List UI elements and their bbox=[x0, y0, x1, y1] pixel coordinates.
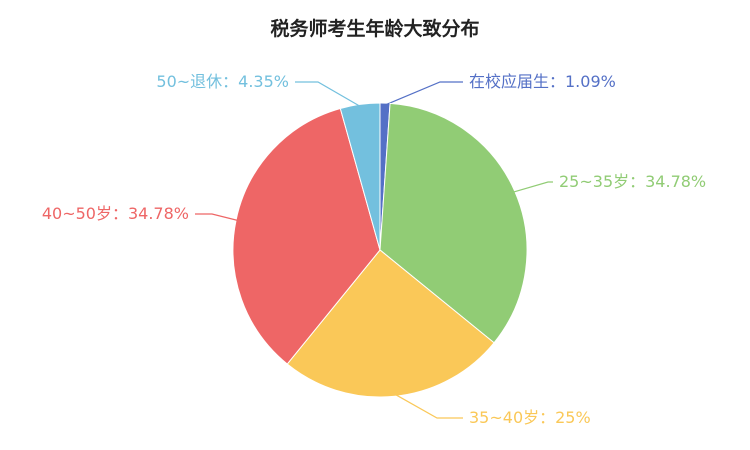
slice-label: 35~40岁：25% bbox=[469, 408, 591, 427]
label-leader-line bbox=[384, 81, 463, 106]
label-leader-line bbox=[295, 81, 361, 107]
label-leader-line bbox=[195, 213, 239, 222]
chart-title: 税务师考生年龄大致分布 bbox=[270, 18, 480, 40]
pie-slice bbox=[339, 102, 381, 251]
label-leader-line bbox=[394, 393, 463, 419]
slice-label: 25~35岁：34.78% bbox=[559, 172, 706, 191]
slice-label: 在校应届生：1.09% bbox=[469, 72, 616, 91]
pie-slice bbox=[286, 249, 495, 398]
slice-label: 40~50岁：34.78% bbox=[42, 204, 189, 223]
label-leader-line bbox=[512, 181, 553, 193]
slice-label: 50~退休：4.35% bbox=[156, 72, 289, 91]
